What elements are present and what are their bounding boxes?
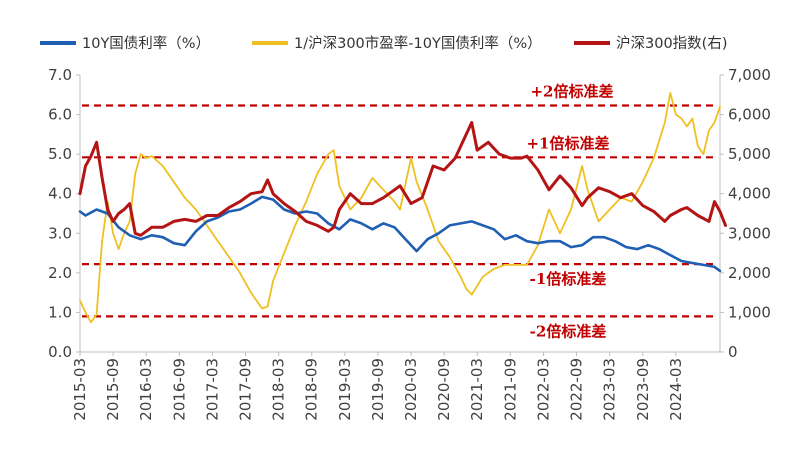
reference-line-label: +1倍标准差 <box>526 134 609 152</box>
x-tick-label: 2016-03 <box>137 358 155 421</box>
x-tick-label: 2023-03 <box>601 358 619 421</box>
x-tick-label: 2017-03 <box>203 358 221 421</box>
x-tick-label: 2015-09 <box>104 358 122 421</box>
x-tick-label: 2018-03 <box>270 358 288 421</box>
reference-lines <box>82 104 718 318</box>
series-line <box>78 121 727 237</box>
series-line <box>79 91 721 324</box>
x-tick-label: 2015-03 <box>71 358 89 421</box>
series-layer <box>78 91 727 324</box>
y-tick-label-left: 1.0 <box>48 303 72 321</box>
x-tick-label: 2021-03 <box>468 358 486 421</box>
series-line <box>78 195 722 273</box>
x-tick-label: 2022-09 <box>568 358 586 421</box>
x-tick-label: 2024-03 <box>667 358 685 421</box>
y-tick-label-right: 5,000 <box>728 145 771 163</box>
x-tick-label: 2021-09 <box>501 358 519 421</box>
y-tick-label-right: 7,000 <box>728 66 771 84</box>
legend-label: 1/沪深300市盈率-10Y国债利率（%） <box>294 35 542 52</box>
y-tick-label-right: 4,000 <box>728 185 771 203</box>
y-tick-label-left: 3.0 <box>48 224 72 242</box>
reference-line-label: +2倍标准差 <box>530 82 613 100</box>
x-tick-label: 2018-09 <box>303 358 321 421</box>
y-tick-label-left: 6.0 <box>48 106 72 124</box>
y-tick-label-left: 0.0 <box>48 343 72 361</box>
y-tick-label-right: 6,000 <box>728 106 771 124</box>
x-tick-label: 2017-09 <box>237 358 255 421</box>
y-tick-label-left: 7.0 <box>48 66 72 84</box>
x-tick-label: 2016-09 <box>170 358 188 421</box>
y-tick-label-left: 5.0 <box>48 145 72 163</box>
x-tick-label: 2020-03 <box>402 358 420 421</box>
y-tick-label-right: 1,000 <box>728 303 771 321</box>
x-tick-label: 2019-03 <box>336 358 354 421</box>
axes: 0.0 1.0 2.0 3.0 4.0 5.0 6.0 7.0 0 1,000 2,000 3,000… <box>48 66 771 421</box>
reference-line-label: -2倍标准差 <box>530 322 607 340</box>
x-tick-label: 2020-09 <box>435 358 453 421</box>
y-tick-label-left: 4.0 <box>48 185 72 203</box>
y-tick-label-left: 2.0 <box>48 264 72 282</box>
legend-label: 沪深300指数(右) <box>616 35 728 52</box>
x-tick-label: 2023-09 <box>634 358 652 421</box>
y-tick-label-right: 3,000 <box>728 224 771 242</box>
y-tick-label-right: 0 <box>728 343 738 361</box>
reference-line-label: -1倍标准差 <box>530 270 607 288</box>
x-tick-label: 2022-03 <box>534 358 552 421</box>
reference-labels: +2倍标准差 +1倍标准差 -1倍标准差 -2倍标准差 <box>526 82 613 340</box>
x-tick-label: 2019-09 <box>369 358 387 421</box>
y-tick-label-right: 2,000 <box>728 264 771 282</box>
legend: 10Y国债利率（%） 1/沪深300市盈率-10Y国债利率（%） 沪深300指数(右… <box>40 35 728 52</box>
legend-label: 10Y国债利率（%） <box>82 35 210 52</box>
